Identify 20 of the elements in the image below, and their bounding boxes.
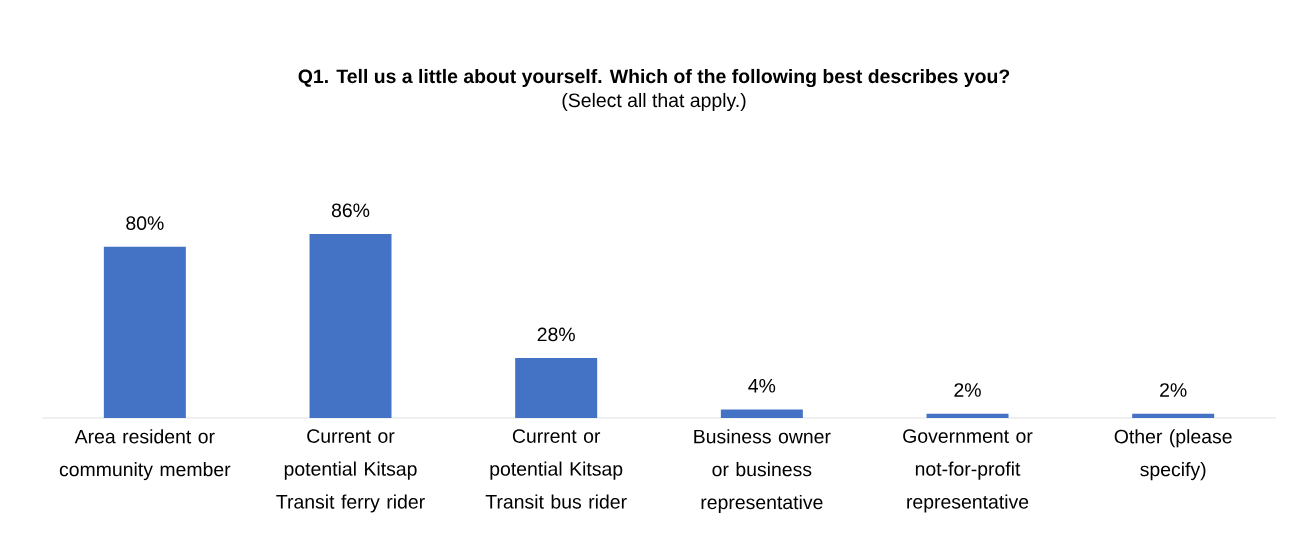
data-label: 2% — [1160, 383, 1187, 397]
bar — [515, 358, 598, 418]
data-label: 86% — [331, 203, 370, 218]
bar — [720, 409, 803, 418]
data-label: 80% — [126, 216, 164, 231]
data-label: 2% — [954, 383, 981, 397]
data-label: 28% — [537, 327, 575, 342]
bar — [926, 413, 1009, 418]
bar — [1132, 413, 1215, 418]
chart-title: Q1. Tell us a little about yourself. Which of the following best describes you? — [298, 68, 1010, 88]
bar — [309, 233, 392, 418]
x-tick-label: Area resident or community member — [59, 429, 231, 481]
x-tick-label: Current or potential Kitsap Transit bus rider — [485, 429, 627, 509]
data-label: 4% — [748, 378, 776, 393]
bar — [103, 246, 186, 418]
x-tick-label: Other (please specify) — [1114, 429, 1232, 481]
x-tick-label: Business owner or business representative — [694, 429, 831, 514]
x-tick-label: Current or potential Kitsap Transit ferry rider — [276, 429, 425, 513]
chart-subtitle: (Select all that apply.) — [562, 92, 746, 112]
x-tick-label: Government or not-for-profit representative — [903, 429, 1033, 513]
